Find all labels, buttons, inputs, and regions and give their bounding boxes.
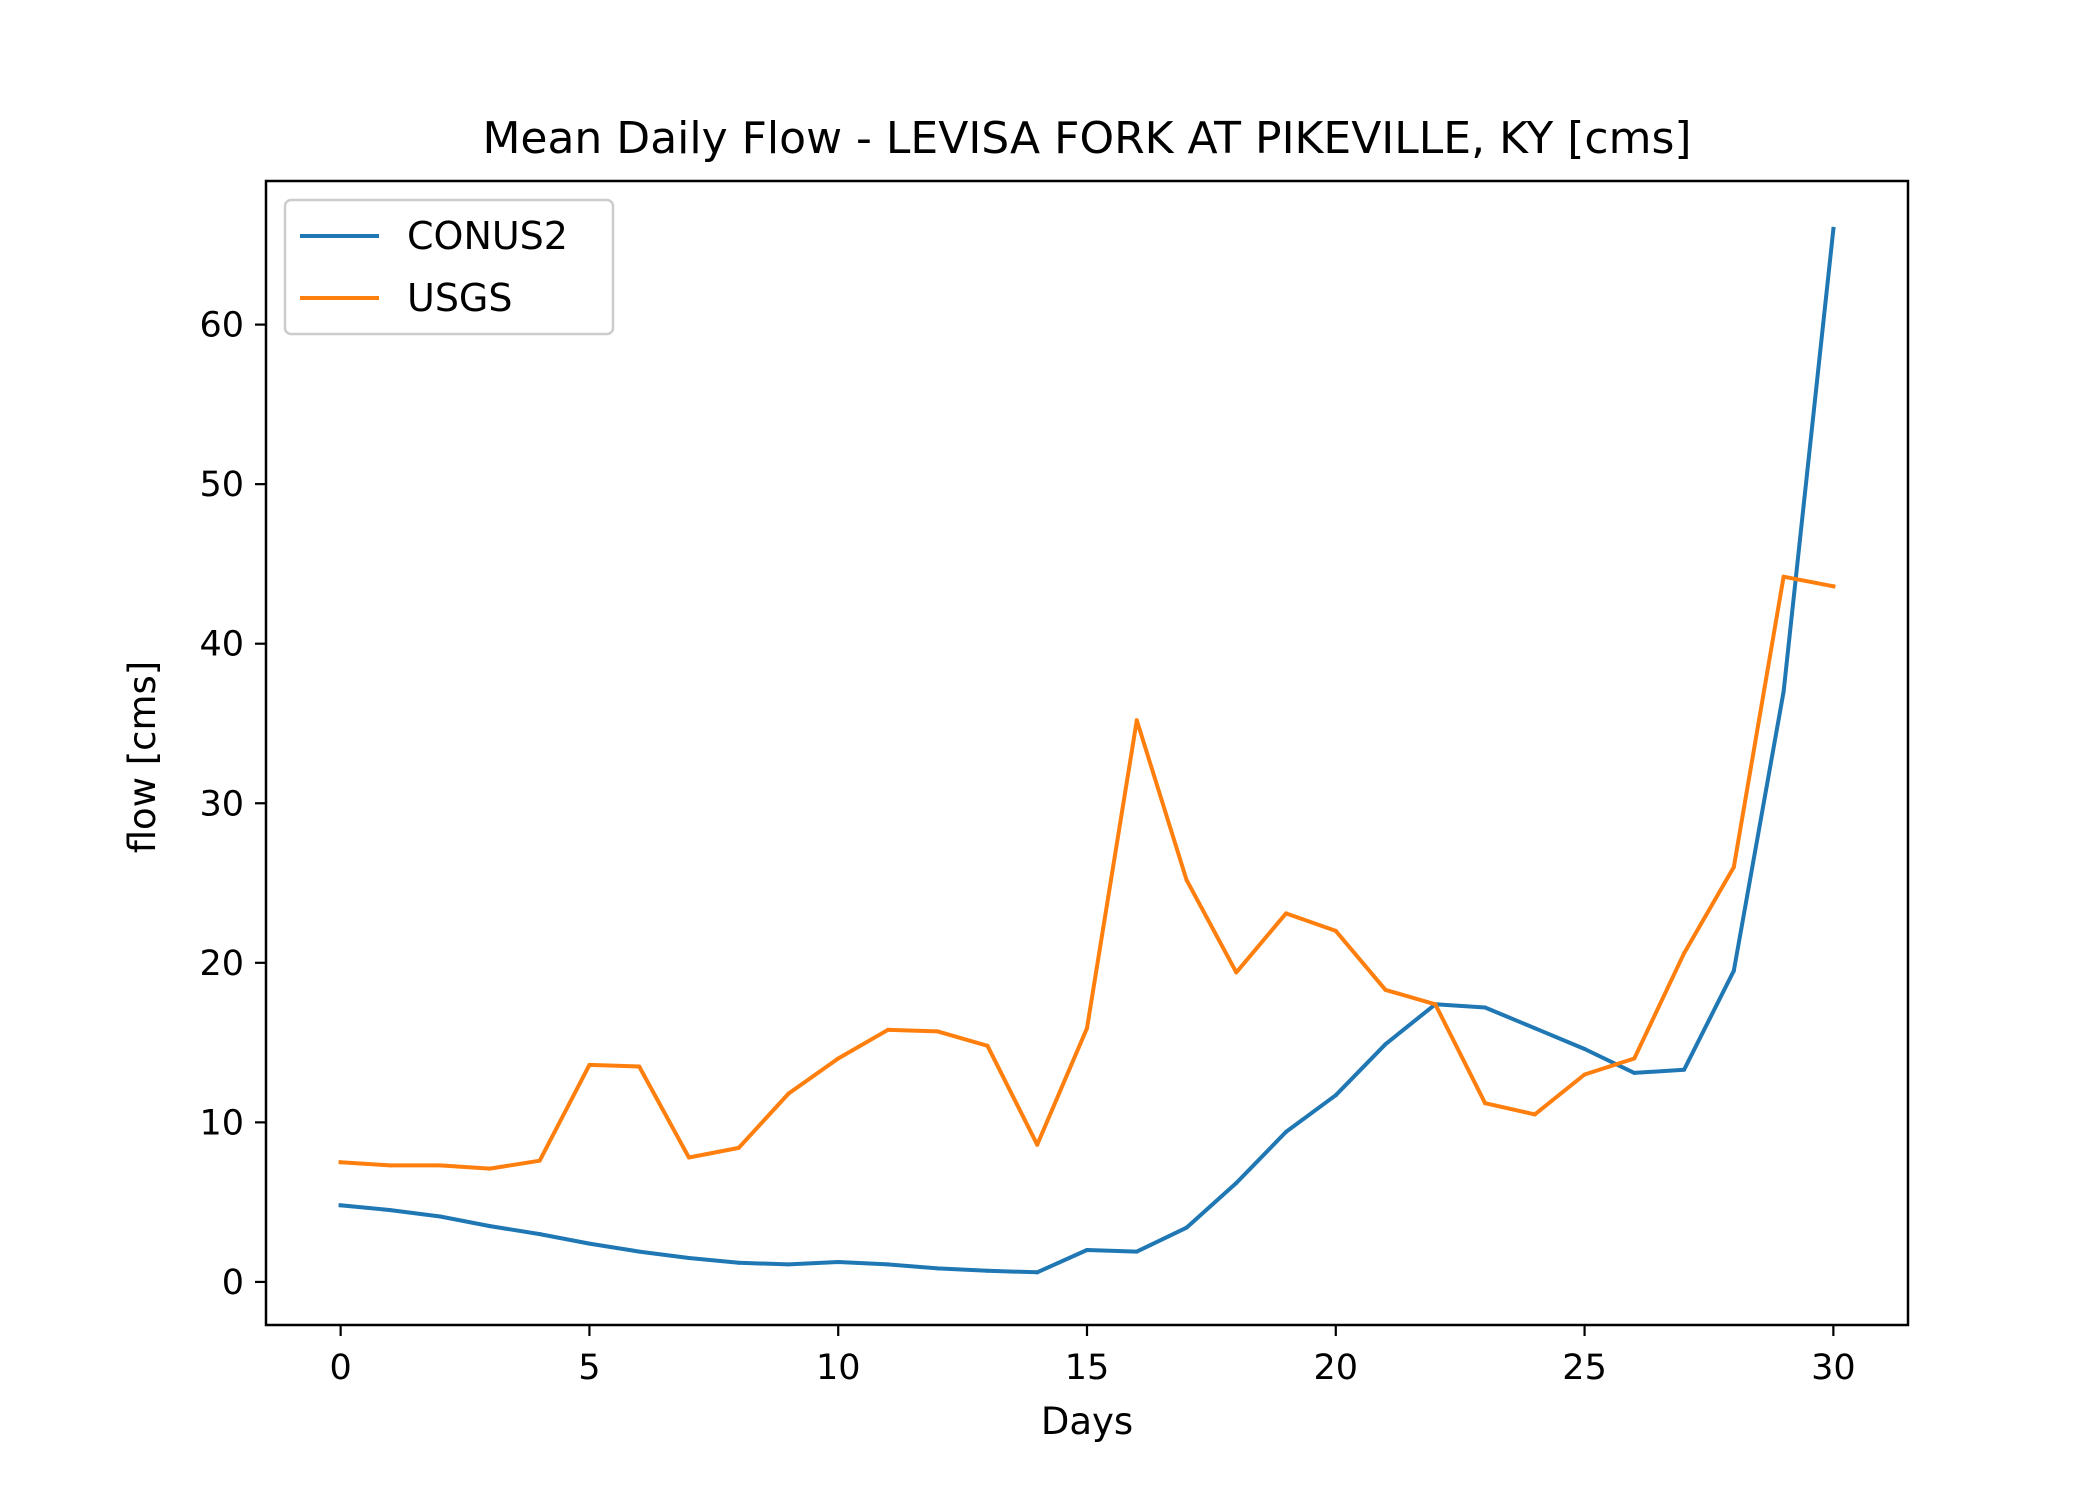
data-point-conus2 — [686, 1255, 691, 1260]
x-tick-label: 20 — [1314, 1348, 1359, 1388]
y-tick-label: 50 — [199, 465, 244, 505]
data-point-conus2 — [587, 1241, 592, 1246]
data-point-usgs — [1781, 574, 1786, 579]
data-point-conus2 — [1582, 1046, 1587, 1051]
x-tick-label: 5 — [578, 1348, 600, 1388]
data-point-usgs — [1383, 987, 1388, 992]
data-point-conus2 — [1383, 1042, 1388, 1047]
data-point-conus2 — [885, 1262, 890, 1267]
data-point-conus2 — [637, 1249, 642, 1254]
data-point-usgs — [1333, 928, 1338, 933]
data-point-conus2 — [935, 1266, 940, 1271]
data-point-usgs — [438, 1163, 443, 1168]
data-point-usgs — [1532, 1112, 1537, 1117]
data-point-usgs — [935, 1029, 940, 1034]
y-axis: 0 10 20 30 40 50 60 — [199, 306, 266, 1303]
data-point-conus2 — [985, 1268, 990, 1273]
series-layer — [338, 226, 1836, 1275]
data-point-usgs — [587, 1062, 592, 1067]
data-point-usgs — [736, 1145, 741, 1150]
data-point-usgs — [786, 1091, 791, 1096]
data-point-usgs — [1582, 1072, 1587, 1077]
chart-title: Mean Daily Flow - LEVISA FORK AT PIKEVIL… — [482, 113, 1691, 164]
x-tick-label: 30 — [1811, 1348, 1856, 1388]
data-point-conus2 — [338, 1203, 343, 1208]
x-tick-label: 10 — [816, 1348, 861, 1388]
data-point-usgs — [1831, 584, 1836, 589]
data-point-conus2 — [537, 1232, 542, 1237]
data-point-conus2 — [487, 1224, 492, 1229]
data-point-conus2 — [388, 1208, 393, 1213]
data-point-conus2 — [736, 1260, 741, 1265]
x-tick-label: 15 — [1065, 1348, 1110, 1388]
data-point-conus2 — [1731, 968, 1736, 973]
data-point-usgs — [1085, 1026, 1089, 1031]
data-point-conus2 — [1134, 1249, 1139, 1254]
data-point-conus2 — [438, 1214, 443, 1219]
data-point-usgs — [1234, 970, 1239, 975]
data-point-usgs — [487, 1166, 492, 1171]
data-point-usgs — [1731, 865, 1736, 870]
x-axis: 0 5 10 15 20 25 30 — [329, 1325, 1856, 1388]
data-point-conus2 — [1781, 689, 1786, 694]
data-point-conus2 — [1682, 1067, 1687, 1072]
y-tick-label: 20 — [199, 944, 244, 984]
data-point-usgs — [1632, 1056, 1637, 1061]
y-tick-label: 40 — [199, 625, 244, 665]
data-point-conus2 — [1184, 1225, 1189, 1230]
data-point-usgs — [836, 1056, 841, 1061]
data-point-usgs — [1035, 1142, 1040, 1147]
data-point-usgs — [537, 1158, 542, 1163]
y-tick-label: 60 — [199, 306, 244, 346]
data-point-usgs — [338, 1160, 343, 1165]
legend-label-conus2: CONUS2 — [407, 214, 568, 258]
y-tick-label: 10 — [199, 1103, 244, 1143]
legend-box — [283, 198, 615, 336]
data-point-usgs — [885, 1027, 890, 1032]
data-point-conus2 — [786, 1262, 791, 1267]
data-point-usgs — [1284, 911, 1289, 916]
y-tick-label: 30 — [199, 784, 244, 824]
data-point-usgs — [1682, 951, 1687, 956]
data-point-usgs — [1433, 1002, 1438, 1007]
data-point-conus2 — [836, 1259, 841, 1264]
x-tick-label: 0 — [329, 1348, 351, 1388]
data-point-conus2 — [1234, 1180, 1239, 1185]
data-point-usgs — [1134, 718, 1139, 723]
data-point-usgs — [1184, 877, 1189, 882]
data-point-usgs — [985, 1043, 990, 1048]
data-point-conus2 — [1035, 1270, 1040, 1275]
data-point-conus2 — [1085, 1248, 1089, 1253]
data-point-conus2 — [1632, 1070, 1637, 1075]
data-point-conus2 — [1532, 1026, 1537, 1031]
x-tick-label: 25 — [1562, 1348, 1607, 1388]
data-point-conus2 — [1831, 226, 1836, 231]
y-tick-label: 0 — [222, 1263, 244, 1303]
y-axis-label: flow [cms] — [121, 661, 164, 854]
data-point-usgs — [686, 1155, 691, 1160]
data-point-usgs — [388, 1163, 393, 1168]
data-point-conus2 — [1333, 1093, 1338, 1098]
data-point-conus2 — [1483, 1005, 1488, 1010]
legend: CONUS2 USGS — [283, 198, 615, 336]
legend-label-usgs: USGS — [407, 276, 513, 320]
data-point-usgs — [637, 1064, 642, 1069]
data-point-conus2 — [1284, 1129, 1289, 1134]
x-axis-label: Days — [1041, 1400, 1133, 1443]
data-point-usgs — [1483, 1101, 1488, 1106]
